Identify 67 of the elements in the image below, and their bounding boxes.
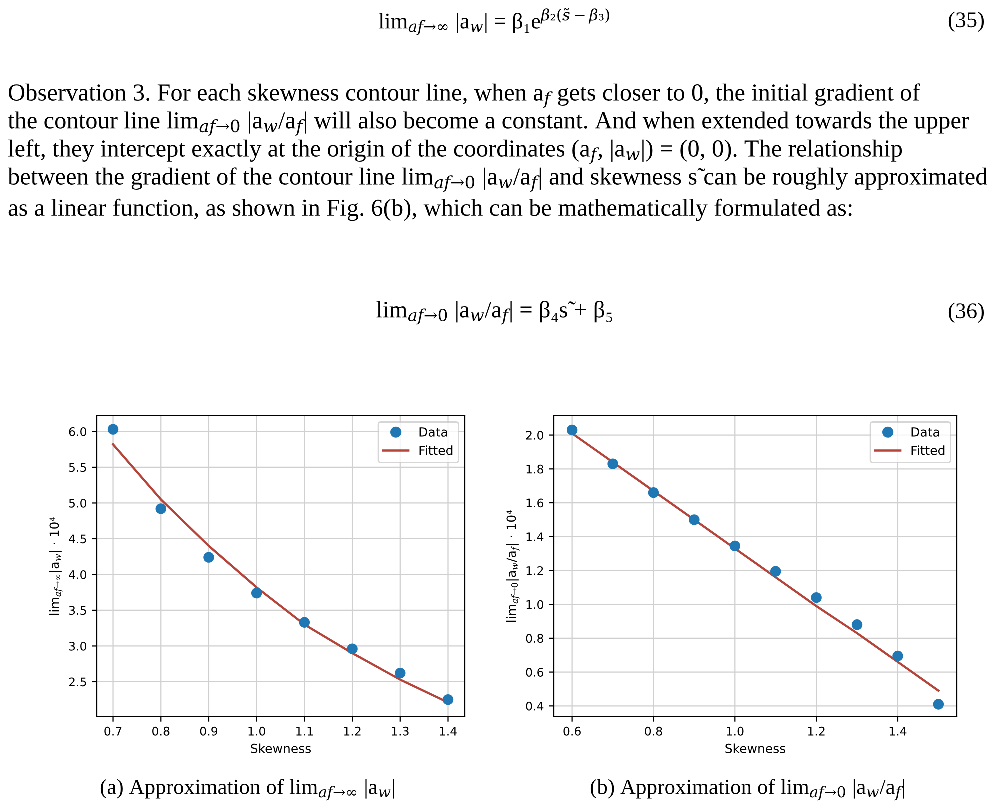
x-tick-label: 0.8 xyxy=(152,726,170,736)
point xyxy=(770,566,782,577)
x-tick-label: 1.1 xyxy=(296,727,313,736)
y-tick-label: 5.5 xyxy=(69,463,86,472)
text: lim$_{af→∞}$ |a$_{w}$| = β₁e$^{β₂(s̃−β₃)}$ xyxy=(379,8,610,36)
y-tick-label: 3.5 xyxy=(69,606,86,616)
point xyxy=(347,644,358,654)
x-axis-title: Skewness xyxy=(726,744,786,754)
y-axis-title: lim$_{af→0}$|a$_{w}$/a$_{f}$| · 10⁴ xyxy=(506,510,520,622)
point xyxy=(566,424,578,436)
y-tick-label: 1.8 xyxy=(526,464,544,474)
x-tick-label: 1.4 xyxy=(890,727,907,736)
y-tick-label: 4.5 xyxy=(69,534,86,544)
point xyxy=(933,699,944,710)
x-tick-label: 1.2 xyxy=(808,726,825,736)
legend-label: Data xyxy=(420,428,448,437)
x-tick-label: 1.3 xyxy=(392,726,409,736)
point xyxy=(648,488,660,498)
x-tick-label: 1.4 xyxy=(440,727,457,736)
y-tick-label: 1.0 xyxy=(526,600,544,610)
y-tick-label: 1.2 xyxy=(526,566,544,576)
x-tick-label: 1.2 xyxy=(344,726,361,736)
y-axis-title: lim$_{af→∞}$|a$_{w}$| · 10⁴ xyxy=(49,517,63,616)
point xyxy=(251,588,262,599)
legend-label: Data xyxy=(912,428,940,437)
point xyxy=(811,592,822,604)
text: (b) Approximation of lim$_{af→0}$ |a$_{w}$/a$_{f}$| xyxy=(590,779,904,801)
text: between the gradient of the contour line lim$_{af→0}$ |a$_{w}$/a$_{f}$| and skewness s̃ can be roughly approximated xyxy=(8,168,988,192)
y-tick-label: 3.0 xyxy=(69,642,86,651)
y-tick-label: 0.6 xyxy=(526,668,544,677)
text: (35) xyxy=(948,12,984,32)
text: (36) xyxy=(948,302,984,324)
y-tick-label: 0.4 xyxy=(526,702,544,711)
text: left, they intercept exactly at the origin of the coordinates (a$_{f}$, |a$_{w}$|) = (0, 0). The relationship xyxy=(8,140,902,164)
y-tick-label: 6.0 xyxy=(69,427,86,436)
point xyxy=(156,504,166,514)
y-tick-label: 1.4 xyxy=(526,532,544,542)
point xyxy=(852,620,863,630)
y-tick-label: 2.0 xyxy=(526,431,544,440)
point xyxy=(442,694,454,706)
y-tick-label: 4.0 xyxy=(69,570,86,580)
text: Observation 3. For each skewness contour line, when a$_{f}$ gets closer to 0, the initial gradient of xyxy=(9,84,920,108)
x-axis-title: Skewness xyxy=(251,744,312,754)
point xyxy=(892,650,904,662)
point xyxy=(608,458,618,470)
y-tick-label: 5.0 xyxy=(69,498,86,508)
text: (a) Approximation of lim$_{af→∞}$ |a$_{w}$| xyxy=(100,779,394,801)
text: the contour line lim$_{af→0}$ |a$_{w}$/a$_{f}$| will also become a constant. And when extended towards the upper xyxy=(8,112,970,136)
point xyxy=(204,552,214,563)
point xyxy=(730,540,740,552)
text: lim$_{af→0}$ |a$_{w}$/a$_{f}$| = β₄s̃ + β₅ xyxy=(376,300,612,325)
x-tick-label: 0.9 xyxy=(200,726,218,736)
x-tick-label: 0.6 xyxy=(564,726,581,736)
point xyxy=(689,514,700,526)
x-tick-label: 1.0 xyxy=(727,726,744,736)
legend-label: Fitted xyxy=(420,446,453,456)
text: as a linear function, as shown in Fig. 6(b), which can be mathematically formulated as: xyxy=(8,198,852,222)
y-tick-label: 0.8 xyxy=(526,634,544,644)
y-tick-label: 2.5 xyxy=(69,678,86,687)
point xyxy=(108,424,119,435)
legend-label: Fitted xyxy=(912,446,945,456)
x-tick-label: 1.0 xyxy=(248,726,266,736)
x-tick-label: 0.7 xyxy=(104,726,122,736)
point xyxy=(395,668,406,679)
point xyxy=(299,617,310,628)
y-tick-label: 1.6 xyxy=(526,498,544,508)
x-tick-label: 0.8 xyxy=(645,726,662,736)
